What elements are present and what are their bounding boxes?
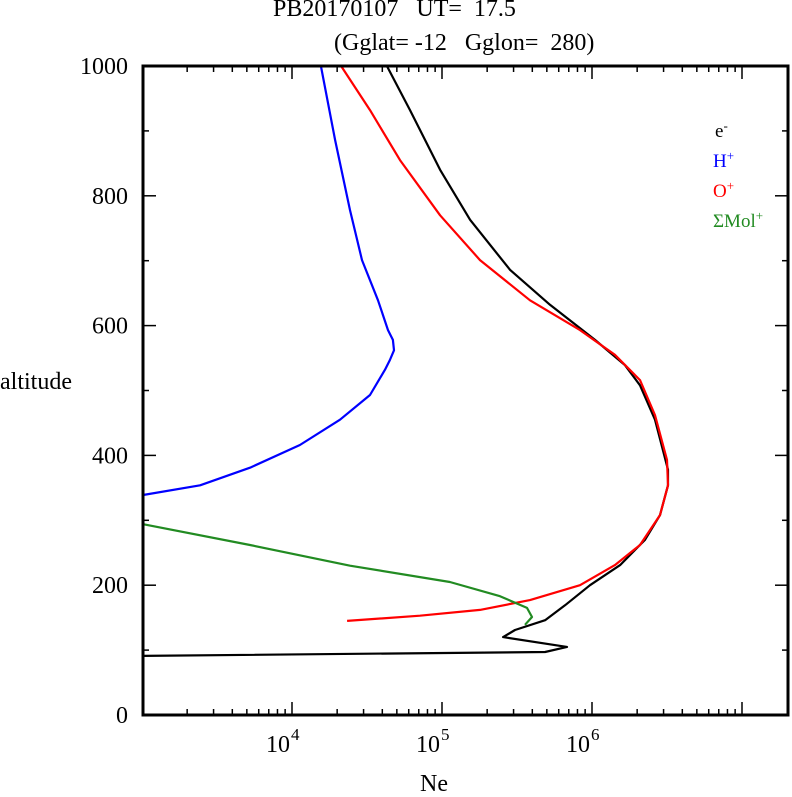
y-tick-label: 600 bbox=[92, 314, 128, 340]
series-lines bbox=[142, 65, 670, 657]
legend-label-sup: + bbox=[726, 178, 735, 193]
x-tick-label-exponent: 4 bbox=[291, 725, 300, 744]
chart-subtitle: (Gglat= -12 Gglon= 280) bbox=[334, 30, 595, 56]
legend-label: e bbox=[715, 121, 724, 142]
y-tick-label: 800 bbox=[92, 184, 128, 210]
legend-item-o-plus: O+ bbox=[694, 160, 734, 220]
major-ticks bbox=[143, 65, 788, 716]
y-axis-title: altitude bbox=[0, 369, 72, 395]
x-axis-title: Ne bbox=[420, 771, 448, 797]
x-tick-label-exponent: 5 bbox=[441, 725, 450, 744]
y-tick-label: 200 bbox=[92, 573, 128, 599]
legend-label: O bbox=[713, 181, 727, 202]
series-line-h-plus bbox=[142, 65, 396, 497]
legend-label: ΣMol bbox=[713, 211, 756, 232]
series-line-mol-plus bbox=[142, 523, 534, 626]
y-tick-labels: 0 200 400 600 800 1000 bbox=[80, 54, 128, 729]
x-tick-label: 10 bbox=[416, 732, 440, 758]
legend-label-sup: + bbox=[755, 208, 764, 223]
legend-item-electron: e- bbox=[696, 100, 728, 160]
series-line-o-plus bbox=[340, 65, 670, 622]
legend-label-sup: - bbox=[723, 118, 728, 133]
x-tick-label: 10 bbox=[566, 732, 590, 758]
series-line-e bbox=[143, 65, 670, 657]
minor-ticks bbox=[143, 66, 788, 715]
legend-label-sup: + bbox=[726, 148, 735, 163]
y-tick-label: 1000 bbox=[80, 54, 128, 80]
x-tick-label-exponent: 6 bbox=[591, 725, 600, 744]
legend-item-mol-plus: ΣMol+ bbox=[694, 190, 763, 250]
y-tick-label: 0 bbox=[116, 703, 128, 729]
y-tick-label: 400 bbox=[92, 443, 128, 469]
x-tick-label: 10 bbox=[266, 732, 290, 758]
chart-title: PB20170107 UT= 17.5 bbox=[273, 0, 516, 22]
plot-frame bbox=[141, 64, 790, 717]
legend-item-h-plus: H+ bbox=[694, 130, 734, 190]
x-tick-labels: 10 4 10 5 10 6 bbox=[266, 725, 600, 758]
legend-label: H bbox=[713, 151, 727, 172]
